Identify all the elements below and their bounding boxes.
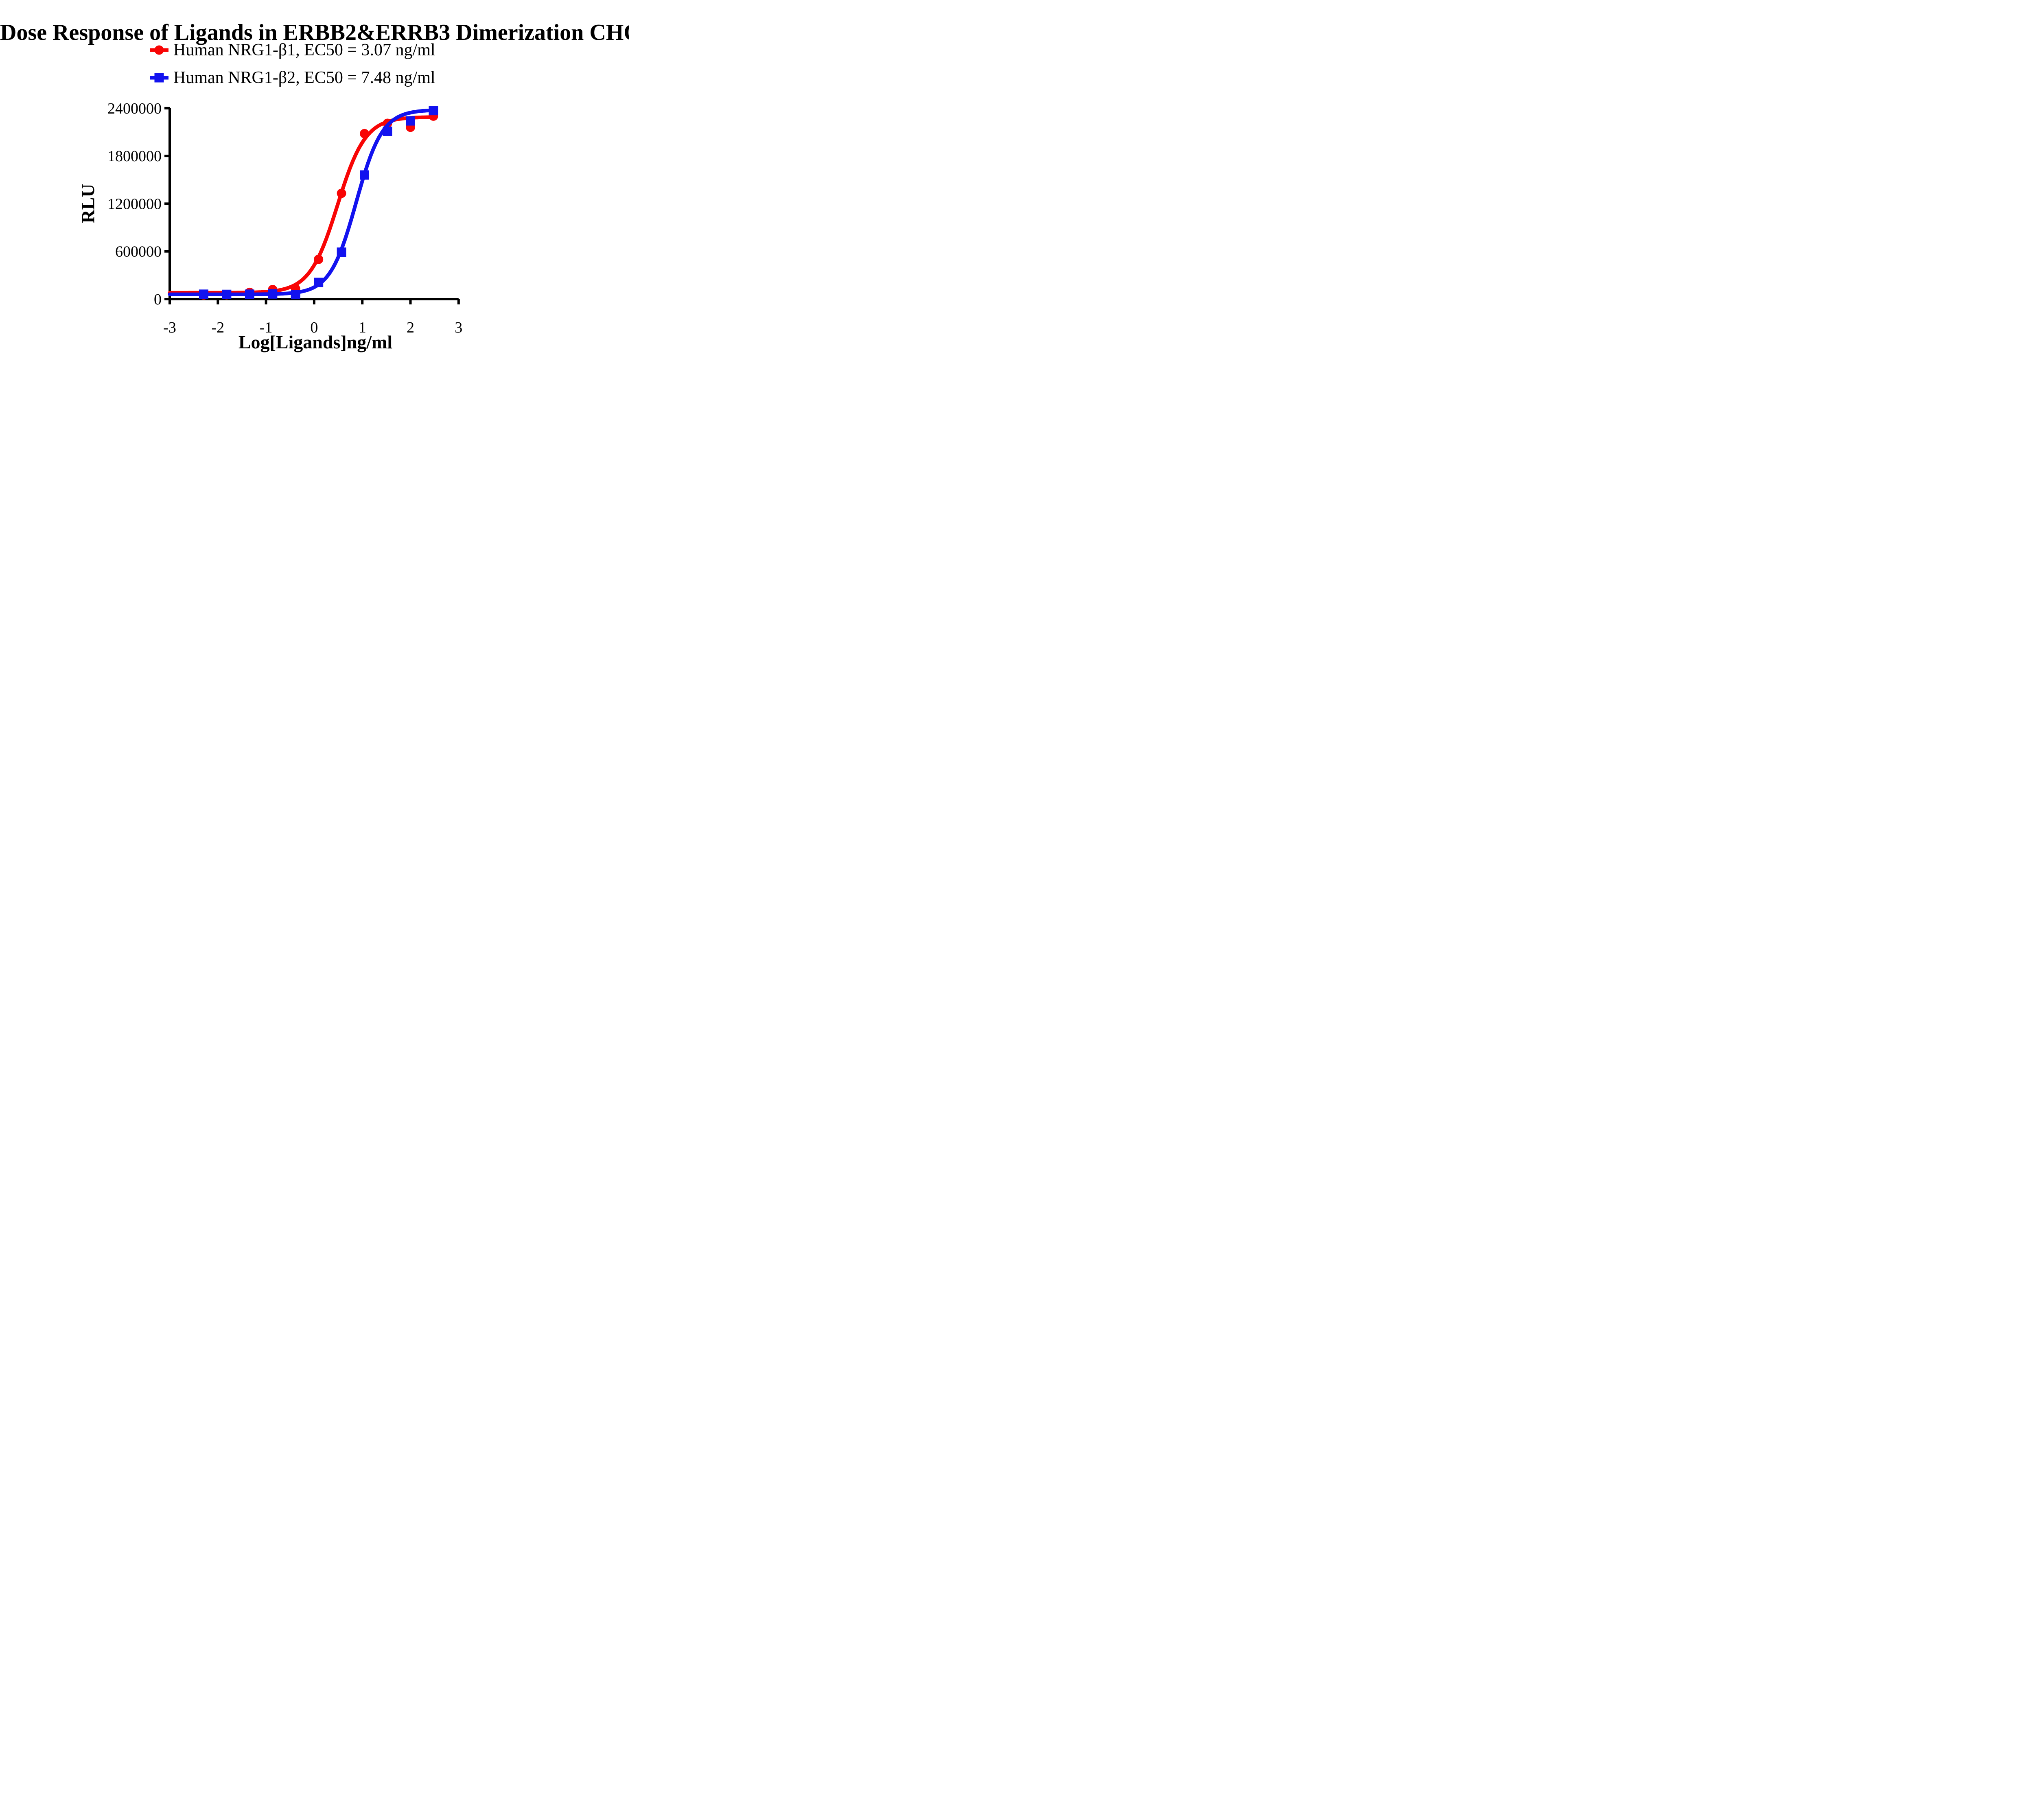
x-tick-label: -2: [211, 319, 224, 336]
data-point-square: [383, 126, 392, 136]
legend-item-nrg1-b2: Human NRG1-β2, EC50 = 7.48 ng/ml: [149, 66, 435, 90]
data-point-circle: [360, 129, 370, 138]
x-tick-label: 2: [407, 319, 414, 336]
data-point-square: [199, 289, 208, 299]
data-point-square: [337, 247, 346, 257]
legend-marker-square-icon: [150, 73, 168, 83]
y-tick-label: 0: [154, 291, 162, 308]
x-tick-label: 1: [359, 319, 366, 336]
legend-label: Human NRG1-β2, EC50 = 7.48 ng/ml: [173, 68, 435, 87]
data-point-square: [360, 170, 370, 180]
x-tick-label: 3: [455, 319, 462, 336]
series-1-curve: [168, 108, 437, 296]
data-point-square: [222, 289, 232, 299]
legend: Human NRG1-β1, EC50 = 3.07 ng/ml Human N…: [149, 38, 435, 90]
data-point-circle: [314, 254, 324, 264]
data-point-circle: [337, 188, 346, 198]
plot-area: 0 600000 1200000 1800000 2400000 -3 -2 -1 0 1 2 3 R…: [78, 100, 463, 352]
data-point-square: [268, 289, 278, 299]
data-point-square: [291, 290, 300, 300]
x-axis-title: Log[Ligands]ng/ml: [239, 332, 392, 352]
y-axis-title: RLU: [78, 184, 98, 223]
data-point-square: [406, 116, 415, 126]
chart-canvas: Dose Response of Ligands in ERBB2&ERRB3 …: [0, 0, 629, 364]
legend-label: Human NRG1-β1, EC50 = 3.07 ng/ml: [173, 41, 435, 59]
y-tick-label: 2400000: [107, 100, 162, 117]
axis-frame: [168, 108, 459, 300]
axes: 0 600000 1200000 1800000 2400000 -3 -2 -1 0 1 2 3: [107, 100, 462, 336]
legend-marker-circle-icon: [150, 45, 168, 55]
y-tick-label: 1200000: [107, 195, 162, 212]
y-tick-label: 1800000: [107, 148, 162, 165]
x-tick-label: -3: [163, 319, 176, 336]
data-point-square: [314, 278, 324, 287]
data-point-square: [429, 106, 438, 116]
chart-title: Dose Response of Ligands in ERBB2&ERRB3 …: [0, 20, 629, 45]
series-0-curve: [168, 115, 437, 295]
legend-item-nrg1-b1: Human NRG1-β1, EC50 = 3.07 ng/ml: [149, 38, 435, 62]
x-tick-label: 0: [310, 319, 318, 336]
data-point-square: [245, 289, 254, 299]
series: [168, 106, 438, 300]
x-tick-label: -1: [260, 319, 273, 336]
y-tick-label: 600000: [115, 243, 162, 260]
